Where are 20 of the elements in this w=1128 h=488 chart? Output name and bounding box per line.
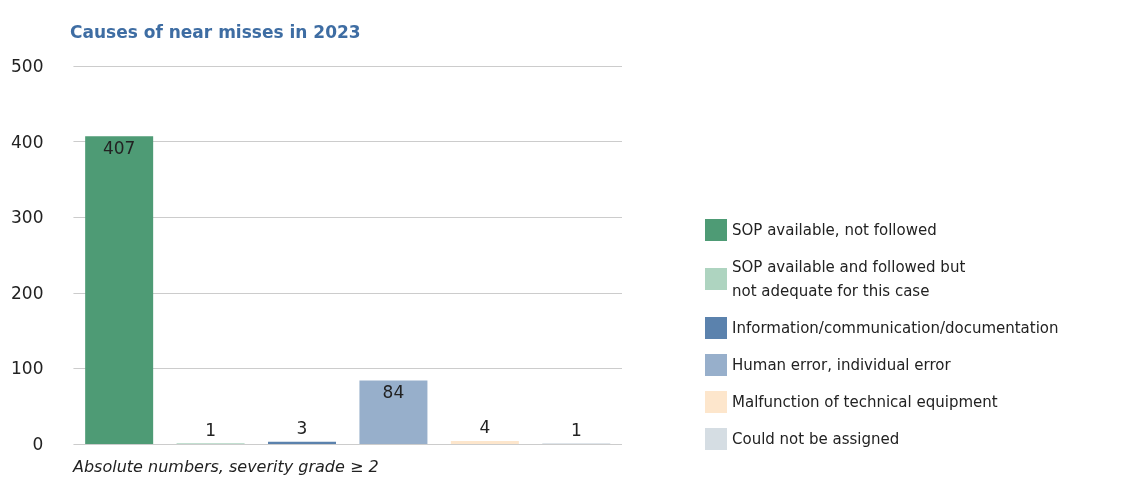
data-label: 1 — [205, 419, 216, 440]
chart-title: Causes of near misses in 2023 — [70, 21, 361, 42]
data-label: 3 — [296, 418, 308, 439]
data-label: 1 — [570, 419, 582, 440]
y-tick-label: 100 — [10, 358, 44, 379]
legend-label: Information/communication/documentation — [732, 319, 1059, 337]
y-tick-label: 300 — [10, 207, 44, 228]
legend-label: Human error, individual error — [732, 356, 952, 374]
legend-label: Malfunction of technical equipment — [732, 393, 998, 411]
y-tick-label: 200 — [10, 282, 44, 303]
legend-label: Could not be assigned — [732, 430, 900, 448]
y-tick-label: 500 — [10, 56, 44, 76]
legend-label: SOP available, not followed — [732, 221, 937, 239]
data-label: 407 — [102, 137, 136, 158]
data-label: 4 — [479, 417, 491, 438]
legend-label: SOP available and followed but not adequate for this case — [732, 258, 966, 300]
data-label: 84 — [382, 382, 405, 402]
text: Absolute numbers, severity grade ≥ 2 — [72, 456, 379, 476]
y-tick-label: 0 — [32, 434, 44, 454]
y-tick-label: 400 — [10, 131, 44, 152]
